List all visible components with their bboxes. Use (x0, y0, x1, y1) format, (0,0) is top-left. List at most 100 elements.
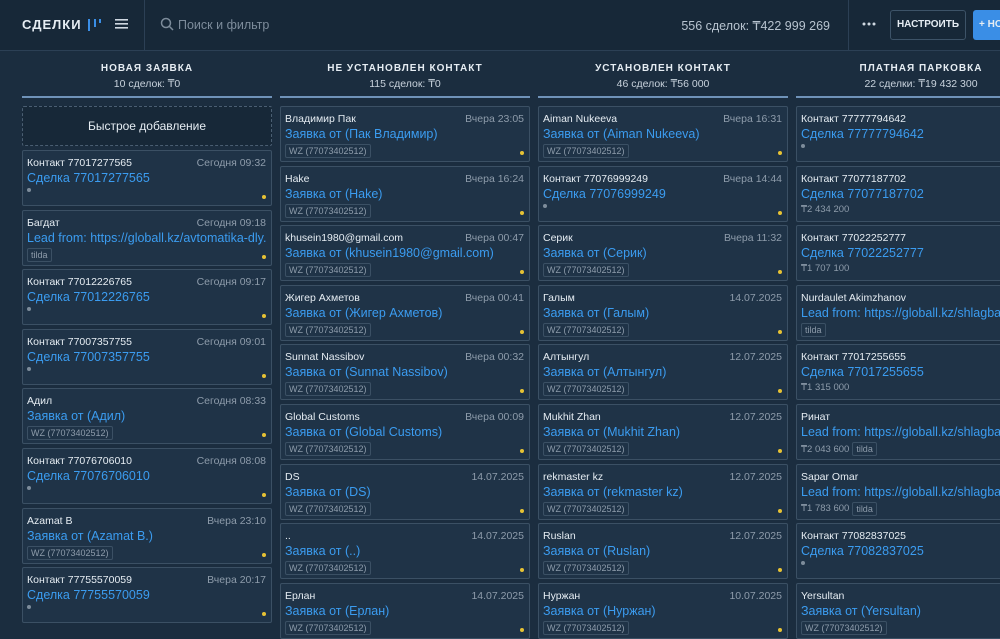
column: УСТАНОВЛЕН КОНТАКТ 46 сделок: ₸56 000 Aima… (538, 51, 788, 639)
deal-card[interactable]: Ерлан 14.07.2025 Заявка от (Ерлан) WZ (7707… (280, 582, 530, 639)
deal-card[interactable]: Sapar Omar27Lead from: https://globall.k… (796, 463, 1000, 520)
deal-card[interactable]: Nurdaulet Akimzhanov16Lead from: https:/… (796, 284, 1000, 341)
deal-link[interactable]: Заявка от (rekmaster kz) (543, 484, 683, 499)
deal-link[interactable]: Сделка 77012226765 (27, 290, 150, 305)
deal-card[interactable]: Yersultan Заявка от (Yersultan) WZ (770734… (796, 582, 1000, 639)
deal-card[interactable]: Global Customs Вчера 00:09 Заявка от (Glob… (280, 404, 530, 460)
deal-card[interactable]: DS 14.07.2025 Заявка от (DS) WZ (7707340251… (280, 463, 530, 520)
deal-card[interactable]: Серик Вчера 11:32 Заявка от (Серик) WZ (770… (538, 225, 788, 282)
deal-link[interactable]: Заявка от (Адил) (27, 409, 126, 424)
quick-add[interactable]: Быстрое добавление (22, 106, 272, 146)
deal-link[interactable]: Заявка от (Mukhit Zhan) (543, 425, 681, 439)
deal-card[interactable]: Адил Сегодня 08:33 Заявка от (Адил) WZ (770… (22, 388, 272, 445)
task-dot (778, 270, 782, 275)
deal-link[interactable]: Заявка от (khusein1980@gmail.com) (285, 246, 494, 261)
task-dot (262, 314, 266, 319)
deal-link[interactable]: Заявка от (Ерлан) (285, 603, 390, 618)
tag-row (543, 203, 547, 208)
deal-card[interactable]: .. 14.07.2025 Заявка от (..) WZ (7707340251… (280, 523, 530, 580)
deal-link[interactable]: Заявка от (Hake) (285, 186, 383, 201)
column-summary: 115 сделок: ₸0 (369, 78, 441, 90)
status-dot (801, 561, 805, 566)
deal-card[interactable]: Контакт 77012226765 Сегодня 09:17 Сделка 7… (22, 269, 272, 326)
deal-link[interactable]: Заявка от (Алтынгул) (543, 365, 667, 380)
deal-card[interactable]: Контакт 7708283702526Сделка 77082837025 (796, 523, 1000, 580)
deal-link[interactable]: Заявка от (Aiman Nukeeva) (543, 127, 700, 141)
deal-card[interactable]: Mukhit Zhan 12.07.2025 Заявка от (Mukhit Z… (538, 404, 788, 460)
deal-link[interactable]: Сделка 77007357755 (27, 349, 150, 364)
deal-link[interactable]: Заявка от (..) (285, 544, 361, 559)
deal-card[interactable]: Владимир Пак Вчера 23:05 Заявка от (Пак Вл… (280, 106, 530, 162)
deal-link[interactable]: Заявка от (Галым) (543, 305, 650, 320)
more-button[interactable] (862, 22, 876, 26)
settings-button[interactable]: НАСТРОИТЬ (890, 10, 966, 40)
deal-link[interactable]: Заявка от (Azamat B.) (27, 528, 153, 543)
deal-time: 12.07.2025 (729, 470, 782, 483)
deal-link[interactable]: Заявка от (Yersultan) (801, 603, 921, 618)
deal-card[interactable]: Контакт 77076706010 Сегодня 08:08 Сделка 7… (22, 448, 272, 504)
deal-link[interactable]: Сделка 77076706010 (27, 469, 150, 483)
deal-card[interactable]: Ruslan 12.07.2025 Заявка от (Ruslan) WZ (77… (538, 523, 788, 580)
deal-link[interactable]: Lead from: https://globall.kz/shlagbaum (801, 484, 1000, 499)
deal-card[interactable]: Контакт 77755570059 Вчера 20:17 Сделка 777… (22, 567, 272, 624)
deal-card[interactable]: Контакт 77076999249 Вчера 14:44 Сделка 770… (538, 165, 788, 222)
tag: WZ (77073402512) (285, 501, 371, 516)
deal-link[interactable]: Заявка от (Sunnat Nassibov) (285, 365, 448, 380)
deal-link[interactable]: Сделка 77777794642 (801, 127, 924, 141)
deal-time: 14.07.2025 (471, 589, 524, 602)
new-deal-button[interactable]: + НОВАЯ СДЕЛКА (973, 10, 1000, 40)
deal-card[interactable]: Нуржан 10.07.2025 Заявка от (Нуржан) WZ (77… (538, 582, 788, 639)
deal-card[interactable]: Azamat B Вчера 23:10 Заявка от (Azamat B.)… (22, 507, 272, 564)
deal-card[interactable]: Sunnat Nassibov Вчера 00:32 Заявка от (Sun… (280, 344, 530, 401)
deal-card[interactable]: khusein1980@gmail.com Вчера 00:47 Заявка о… (280, 225, 530, 282)
deal-card[interactable]: Контакт 77007357755 Сегодня 09:01 Сделка 7… (22, 328, 272, 385)
deal-link[interactable]: Сделка 77077187702 (801, 186, 924, 201)
menu-icon[interactable] (115, 17, 129, 31)
deal-card[interactable]: Ринат28Lead from: https://globall.kz/shl… (796, 404, 1000, 460)
deal-link[interactable]: Заявка от (Нуржан) (543, 603, 656, 618)
deal-time: Вчера 16:24 (465, 172, 524, 185)
deal-card[interactable]: Контакт 7707718770208Сделка 77077187702₸… (796, 165, 1000, 222)
tag-row (27, 188, 31, 192)
deal-link[interactable]: Сделка 77017255655 (801, 365, 924, 380)
deal-card[interactable]: rekmaster kz 12.07.2025 Заявка от (rekmast… (538, 463, 788, 520)
deal-link[interactable]: Заявка от (Ruslan) (543, 544, 651, 559)
deal-card[interactable]: Hake Вчера 16:24 Заявка от (Hake) WZ (77073… (280, 165, 530, 222)
deal-card[interactable]: Контакт 7702225277716Сделка 77022252777₸… (796, 225, 1000, 282)
deal-link[interactable]: Заявка от (Пак Владимир) (285, 127, 438, 141)
deal-link[interactable]: Заявка от (Global Customs) (285, 425, 443, 439)
tag-row: WZ (77073402512) (543, 144, 629, 158)
deal-card[interactable]: Контакт 77017277565 Сегодня 09:32 Сделка 7… (22, 150, 272, 206)
deal-card[interactable]: Багдат Сегодня 09:18 Lead from: https://gl… (22, 209, 272, 266)
tag: WZ (77073402512) (285, 203, 371, 218)
deal-card[interactable]: Жигер Ахметов Вчера 00:41 Заявка от (Жигер… (280, 284, 530, 341)
deal-link[interactable]: Сделка 77076999249 (543, 186, 666, 201)
tag: WZ (77073402512) (543, 382, 629, 397)
task-dot (262, 373, 266, 378)
deal-link[interactable]: Заявка от (Серик) (543, 246, 647, 261)
deal-time: Вчера 00:41 (465, 291, 524, 304)
task-dot (520, 568, 524, 573)
deal-link[interactable]: Сделка 77082837025 (801, 544, 924, 559)
deal-card[interactable]: Алтынгул 12.07.2025 Заявка от (Алтынгул) WZ… (538, 344, 788, 401)
tag-row: WZ (77073402512) (285, 382, 371, 397)
deal-link[interactable]: Сделка 77755570059 (27, 588, 150, 603)
deal-card[interactable]: Контакт 7777779464209Сделка 77777794642 (796, 106, 1000, 162)
tag-row: ₸2 434 200 (801, 204, 849, 215)
deal-card[interactable]: Галым 14.07.2025 Заявка от (Галым) WZ (7707… (538, 284, 788, 341)
contact-name: Контакт 77076706010 (27, 455, 132, 467)
task-dot (262, 254, 266, 259)
deal-link[interactable]: Сделка 77022252777 (801, 246, 924, 261)
task-dot (262, 195, 266, 199)
deal-link[interactable]: Заявка от (Жигер Ахметов) (285, 305, 443, 320)
deal-card[interactable]: Aiman Nukeeva Вчера 16:31 Заявка от (Aiman… (538, 106, 788, 162)
deal-link[interactable]: Lead from: https://globall.kz/shlagbaum (801, 425, 1000, 439)
deal-link[interactable]: Сделка 77017277565 (27, 171, 150, 185)
deal-card[interactable]: Контакт 7701725565513Сделка 77017255655₸… (796, 344, 1000, 401)
deal-link[interactable]: Заявка от (DS) (285, 484, 371, 499)
tag-row: WZ (77073402512) (543, 620, 629, 635)
pipeline-icon[interactable] (86, 17, 102, 33)
deal-link[interactable]: Lead from: https://globall.kz/shlagbaum (801, 305, 1000, 320)
deal-link[interactable]: Lead from: https://globall.kz/avtomatika… (27, 230, 267, 245)
search-input[interactable]: Поиск и фильтр (178, 18, 270, 32)
